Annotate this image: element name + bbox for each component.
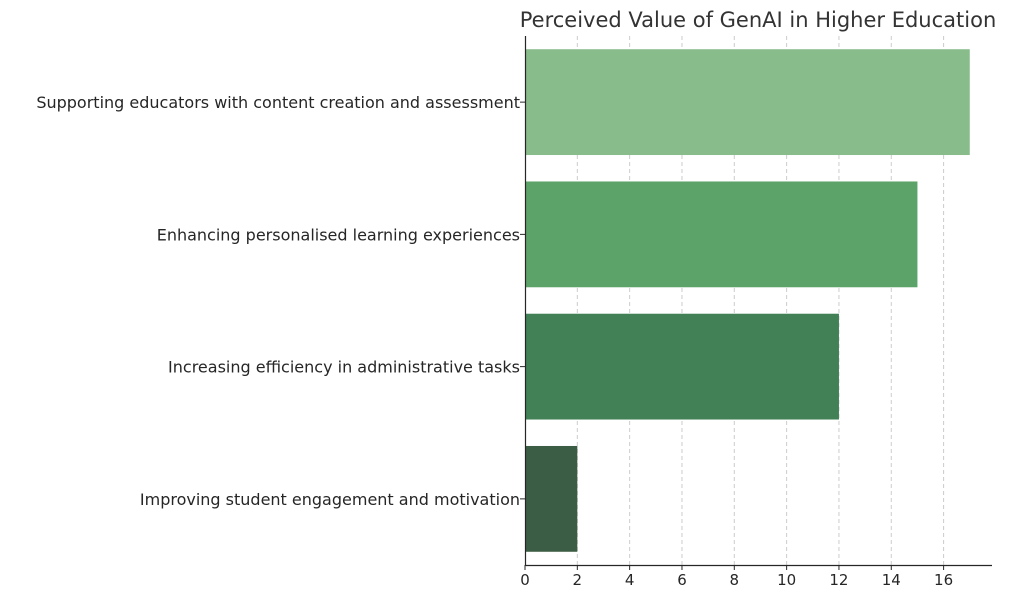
x-tick-label: 2 [573, 571, 583, 589]
bar [525, 49, 970, 156]
category-labels: Supporting educators with content creati… [36, 93, 525, 509]
x-tick-label: 0 [520, 571, 530, 589]
category-label: Improving student engagement and motivat… [140, 490, 520, 509]
x-tick-label: 4 [625, 571, 635, 589]
category-label: Increasing efficiency in administrative … [168, 358, 520, 377]
x-tick-label: 8 [730, 571, 740, 589]
bar [525, 313, 839, 420]
x-tick-label: 10 [777, 571, 796, 589]
x-tick-label: 12 [829, 571, 848, 589]
chart-title: Perceived Value of GenAI in Higher Educa… [520, 8, 997, 32]
bar [525, 445, 578, 552]
bar [525, 181, 918, 288]
category-label: Enhancing personalised learning experien… [157, 225, 520, 244]
axes [524, 36, 992, 567]
bars [525, 49, 970, 552]
x-ticks: 0 2 4 6 8 10 12 14 16 [520, 565, 953, 589]
x-tick-label: 16 [934, 571, 953, 589]
category-label: Supporting educators with content creati… [36, 93, 520, 112]
x-tick-label: 14 [882, 571, 901, 589]
x-tick-label: 6 [677, 571, 687, 589]
